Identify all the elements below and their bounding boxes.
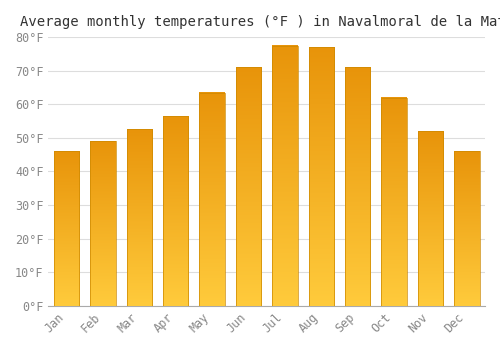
Title: Average monthly temperatures (°F ) in Navalmoral de la Mata: Average monthly temperatures (°F ) in Na… (20, 15, 500, 29)
